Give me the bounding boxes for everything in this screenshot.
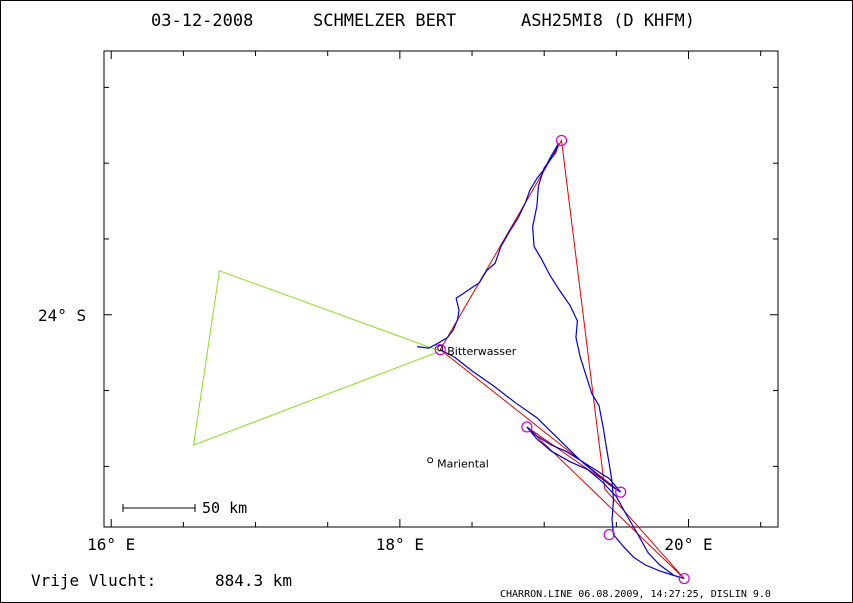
- places: Bitterwasser Mariental: [427, 345, 517, 470]
- title-date: 03-12-2008: [151, 11, 253, 31]
- free-flight-value: 884.3 km: [215, 571, 292, 590]
- x-axis-labels: 16° E 18° E 20° E: [87, 535, 712, 554]
- title-glider: ASH25MI8 (D KHFM): [521, 11, 695, 31]
- x-tick-label: 18° E: [376, 535, 424, 554]
- place-label: Mariental: [437, 457, 489, 470]
- turnpoint-marker: [555, 134, 568, 147]
- place-marker: [437, 345, 444, 352]
- scale-bar: 50 km: [122, 499, 247, 517]
- turnpoint-marker: [521, 421, 533, 433]
- title-pilot: SCHMELZER BERT: [313, 11, 456, 31]
- axis-ticks: [104, 51, 778, 527]
- free-flight-label: Vrije Vlucht:: [31, 571, 156, 590]
- green-triangle: [192, 270, 442, 446]
- footer-credit: CHARRON.LINE 06.08.2009, 14:27:25, DISLI…: [500, 589, 771, 600]
- task-route: [439, 138, 685, 579]
- turnpoint-marker: [615, 486, 627, 498]
- turnpoints: [434, 134, 690, 585]
- turnpoint-marker: [434, 344, 446, 356]
- y-tick-label: 24° S: [38, 306, 86, 325]
- x-tick-label: 20° E: [664, 535, 712, 554]
- place-label: Bitterwasser: [447, 345, 516, 358]
- x-tick-label: 16° E: [87, 535, 135, 554]
- place-marker: [427, 457, 434, 464]
- turnpoint-marker: [603, 528, 615, 541]
- plot-area: [103, 50, 779, 528]
- turnpoint-marker: [678, 572, 690, 585]
- y-axis-labels: 24° S: [38, 306, 86, 325]
- scale-bar-label: 50 km: [202, 499, 247, 517]
- flight-track: [417, 143, 685, 580]
